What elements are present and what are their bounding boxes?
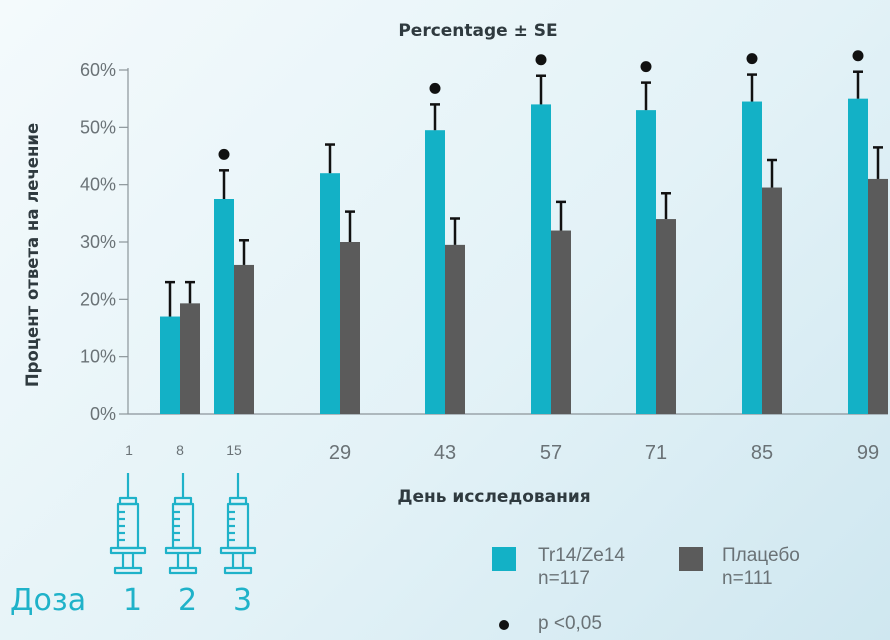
significance-marker xyxy=(218,148,230,160)
y-tick-label: 40% xyxy=(80,175,116,195)
chart-title: Percentage ± SE xyxy=(398,21,557,41)
significance-marker xyxy=(746,53,758,65)
bar-treatment xyxy=(160,316,180,414)
x-tick-label: 99 xyxy=(857,442,879,464)
bar-treatment xyxy=(320,173,340,414)
x-tick-label: 43 xyxy=(434,442,456,464)
x-tick-label: 85 xyxy=(751,442,773,464)
legend-significance-label: p <0,05 xyxy=(538,613,602,634)
y-tick-label: 30% xyxy=(80,232,116,252)
legend-layer xyxy=(499,620,509,630)
bars-layer xyxy=(160,50,888,415)
x-tick-label: 8 xyxy=(176,442,184,458)
dose-number-3: 3 xyxy=(233,583,253,618)
syringe-icon xyxy=(219,473,257,575)
dose-number-2: 2 xyxy=(178,583,198,618)
legend-name-placebo: Плацебо xyxy=(722,545,800,566)
axis-layer: 0% 10% 20% 30% 40% 50% 60% 1 8 15 29 43 57 71 85 99 xyxy=(80,60,888,464)
y-tick-label: 50% xyxy=(80,117,116,137)
significance-marker xyxy=(429,82,441,94)
bar-treatment xyxy=(636,110,656,414)
dose-label: Доза xyxy=(10,583,87,618)
syringes-layer xyxy=(109,473,257,575)
bar-placebo xyxy=(234,264,254,414)
x-tick-label: 1 xyxy=(125,442,133,458)
bar-placebo xyxy=(868,178,888,414)
bar-placebo xyxy=(445,244,465,414)
y-tick-label: 20% xyxy=(80,289,116,309)
legend-swatch-placebo xyxy=(679,547,703,571)
y-axis-label: Процент ответа на лечение xyxy=(23,123,42,387)
significance-marker xyxy=(852,50,864,62)
bar-treatment xyxy=(425,130,445,414)
bar-placebo xyxy=(551,230,571,414)
dose-number-1: 1 xyxy=(123,583,143,618)
legend-n-placebo: n=111 xyxy=(722,568,773,589)
x-tick-label: 29 xyxy=(329,442,351,464)
bar-placebo xyxy=(656,219,676,414)
bar-placebo xyxy=(762,187,782,414)
y-tick-label: 60% xyxy=(80,60,116,80)
bar-treatment xyxy=(848,98,868,415)
legend-swatch-treatment xyxy=(492,547,516,571)
bar-placebo xyxy=(180,303,200,414)
y-tick-label: 0% xyxy=(90,404,116,424)
significance-marker xyxy=(640,61,652,73)
legend-name-treatment: Tr14/Ze14 xyxy=(538,545,625,566)
legend-n-treatment: n=117 xyxy=(538,568,590,589)
bar-treatment xyxy=(531,104,551,415)
syringe-icon xyxy=(109,473,147,575)
x-tick-label: 57 xyxy=(540,442,562,464)
y-tick-label: 10% xyxy=(80,347,116,367)
x-tick-label: 15 xyxy=(226,442,242,458)
x-axis-label: День исследования xyxy=(397,487,590,507)
bar-treatment xyxy=(214,199,234,414)
syringe-icon xyxy=(164,473,202,575)
bar-placebo xyxy=(340,242,360,414)
legend-significance-dot xyxy=(499,620,509,630)
x-tick-label: 71 xyxy=(645,442,667,464)
significance-marker xyxy=(535,54,547,66)
bar-treatment xyxy=(742,101,762,415)
